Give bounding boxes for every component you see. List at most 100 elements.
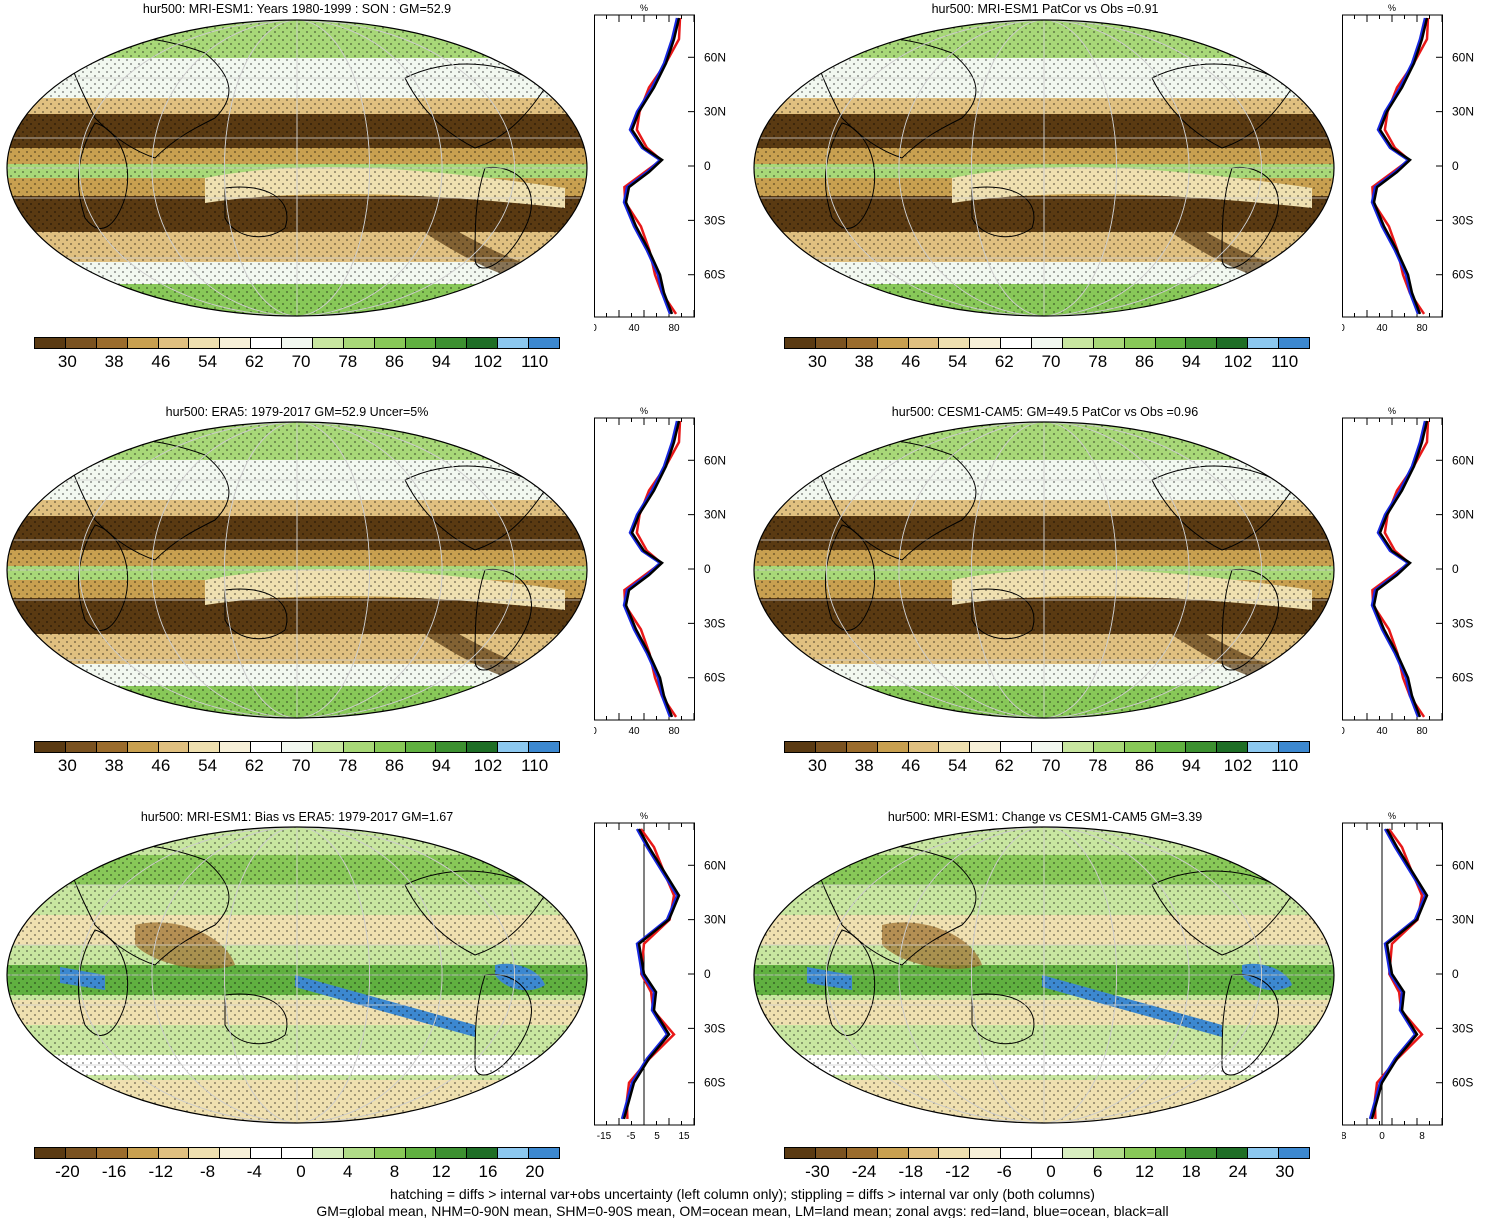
colorbar-tick-label: 46 [151, 756, 171, 775]
colorbar-labels: 30 38 46 54 62 70 78 86 94 102 110 [44, 352, 558, 372]
global-map [753, 19, 1335, 317]
zonal-lat-label: 0 [1452, 562, 1459, 576]
colorbar-tick-label: 78 [338, 756, 358, 775]
colorbar-tick-label: 78 [1088, 756, 1108, 775]
colorbar-swatch [96, 1148, 128, 1158]
footer-note-2: GM=global mean, NHM=0-90N mean, SHM=0-90… [316, 1203, 1169, 1218]
colorbar-swatch [343, 1148, 375, 1158]
colorbar-swatch [96, 338, 128, 348]
colorbar-swatch [877, 742, 909, 752]
zonal-x-tick-label: 0 [1379, 1131, 1385, 1142]
global-map [6, 826, 588, 1124]
colorbar-swatch [405, 742, 437, 752]
colorbar-tick-label: 30 [57, 352, 77, 371]
colorbar-tick-label: 4 [343, 1162, 353, 1181]
colorbar-swatch [127, 338, 159, 348]
zonal-all-line [624, 17, 681, 315]
zonal-ocean-line [622, 17, 679, 315]
zonal-lat-label: 60S [704, 268, 725, 282]
colorbar-swatch [1279, 1148, 1309, 1158]
colorbar-swatch [35, 338, 66, 348]
colorbar-tick-label: 46 [901, 352, 921, 371]
zonal-lat-label: 60S [704, 1076, 725, 1090]
zonal-lat-label: 30N [1452, 508, 1474, 522]
colorbar-swatch [1001, 338, 1032, 348]
zonal-all-line [1370, 828, 1429, 1120]
colorbar-swatch [908, 338, 940, 348]
colorbar-swatch [220, 338, 252, 348]
colorbar-tick-label: 70 [291, 352, 311, 371]
zonal-x-tick-label: 0 [1342, 726, 1345, 737]
colorbar-swatch [785, 338, 816, 348]
colorbar-swatch [374, 1148, 406, 1158]
colorbar-tick-label: 6 [1093, 1162, 1103, 1181]
panel-title: hur500: MRI-ESM1: Years 1980-1999 : SON … [142, 2, 452, 16]
colorbar-tick-label: 62 [994, 756, 1014, 775]
zonal-unit-label: % [640, 406, 648, 416]
colorbar-swatch [1124, 1148, 1156, 1158]
colorbar-swatch [1155, 742, 1187, 752]
colorbar-tick-label: 12 [431, 1162, 451, 1181]
colorbar-swatch [282, 338, 313, 348]
zonal-lat-label: 0 [704, 967, 711, 981]
colorbar-tick-label: -6 [996, 1162, 1012, 1181]
colorbar-tick-label: 102 [1223, 352, 1253, 371]
colorbar-swatch [1062, 742, 1094, 752]
zonal-lat-label: 60N [704, 50, 726, 64]
colorbar-swatch [1248, 338, 1279, 348]
colorbar-swatch [846, 742, 878, 752]
colorbar-swatch [785, 1148, 816, 1158]
zonal-lat-label: 60S [1452, 1076, 1473, 1090]
colorbar-labels: 30 38 46 54 62 70 78 86 94 102 110 [44, 756, 558, 776]
colorbar-swatch [1248, 1148, 1279, 1158]
colorbar [784, 337, 1310, 349]
zonal-x-tick-label: 40 [628, 323, 640, 334]
colorbar-tick-label: -12 [945, 1162, 970, 1181]
zonal-all-line [1372, 420, 1429, 718]
colorbar-tick-label: 86 [1135, 756, 1154, 775]
colorbar [34, 1147, 560, 1159]
colorbar-swatch [65, 338, 97, 348]
zonal-lat-label: 60N [704, 453, 726, 467]
zonal-lat-label: 30N [704, 508, 726, 522]
colorbar-swatch [1093, 1148, 1125, 1158]
colorbar-tick-label: 18 [1181, 1162, 1201, 1181]
colorbar-swatch [282, 1148, 313, 1158]
zonal-x-tick-label: 8 [1419, 1131, 1425, 1142]
colorbar-swatch [939, 1148, 971, 1158]
zonal-all-line [622, 828, 681, 1120]
zonal-x-tick-label: -8 [1342, 1131, 1347, 1142]
colorbar-tick-label: 30 [1275, 1162, 1295, 1181]
colorbar-swatch [405, 338, 437, 348]
colorbar-swatch [65, 1148, 97, 1158]
zonal-average-plot: % 60N 30N 0 30S 60S 0 40 80 [594, 406, 726, 737]
colorbar-tick-label: 86 [385, 756, 404, 775]
colorbar-swatch [785, 742, 816, 752]
colorbar-tick-label: -20 [55, 1162, 80, 1181]
zonal-lat-label: 30N [1452, 105, 1474, 119]
zonal-unit-label: % [1388, 811, 1396, 821]
colorbar-swatch [127, 742, 159, 752]
colorbar-tick-label: 12 [1135, 1162, 1154, 1181]
zonal-lat-label: 30S [704, 616, 725, 630]
colorbar-tick-label: 78 [1088, 352, 1108, 371]
colorbar-swatch [1217, 1148, 1249, 1158]
zonal-lat-label: 0 [704, 562, 711, 576]
zonal-average-plot: % 60N 30N 0 30S 60S 0 40 80 [594, 3, 726, 334]
colorbar-tick-label: 20 [525, 1162, 545, 1181]
colorbar-swatch [1001, 742, 1032, 752]
colorbar-tick-label: -8 [200, 1162, 216, 1181]
zonal-x-tick-label: 40 [1376, 726, 1388, 737]
colorbar-swatch [939, 338, 971, 348]
zonal-ocean-line [1368, 828, 1427, 1120]
colorbar-swatch [158, 1148, 190, 1158]
colorbar-swatch [1093, 742, 1125, 752]
zonal-ocean-line [1370, 17, 1427, 315]
colorbar-swatch [189, 742, 221, 752]
colorbar-swatch [877, 338, 909, 348]
colorbar-tick-label: 16 [478, 1162, 498, 1181]
colorbar-labels: -20 -16 -12 -8 -4 0 4 8 12 16 20 [44, 1162, 558, 1182]
colorbar-swatch [1248, 742, 1279, 752]
footer-note-1: hatching = diffs > internal var+obs unce… [390, 1186, 1095, 1202]
zonal-x-tick-label: 0 [1342, 323, 1345, 334]
